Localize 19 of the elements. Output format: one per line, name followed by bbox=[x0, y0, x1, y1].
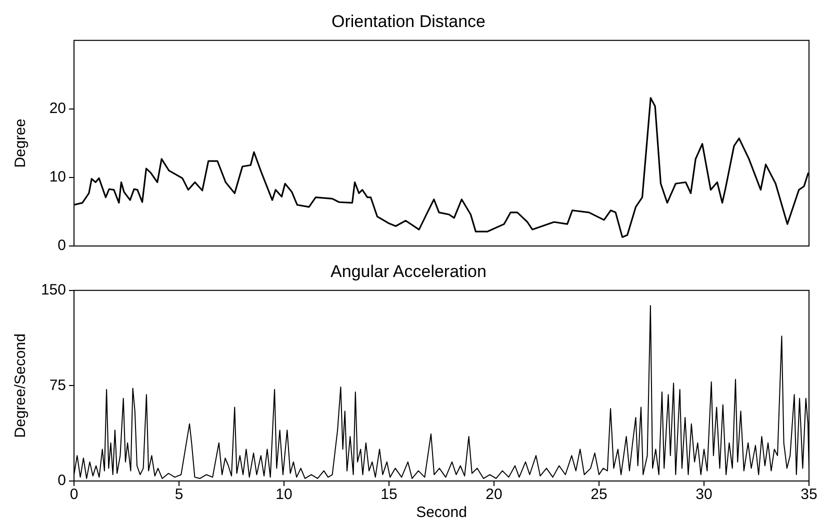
y-axis-title: Degree/Second bbox=[12, 334, 30, 438]
x-tick-label: 25 bbox=[590, 486, 608, 504]
x-axis-title: Second bbox=[416, 504, 467, 522]
y-tick-label: 10 bbox=[49, 168, 66, 186]
x-tick-label: 15 bbox=[380, 486, 398, 504]
y-tick-label: 20 bbox=[49, 100, 66, 118]
y-tick-label: 75 bbox=[49, 376, 66, 394]
y-tick-label: 150 bbox=[40, 282, 66, 299]
x-tick-label: 30 bbox=[696, 486, 712, 504]
chart-title: Orientation Distance bbox=[331, 12, 486, 31]
x-tick-label: 0 bbox=[70, 486, 78, 504]
y-axis-title: Degree bbox=[12, 118, 30, 168]
x-tick-label: 10 bbox=[276, 486, 292, 504]
chart-title: Angular Acceleration bbox=[330, 262, 486, 281]
y-tick-label: 0 bbox=[58, 237, 66, 254]
x-tick-label: 5 bbox=[174, 486, 184, 504]
y-tick-label: 0 bbox=[58, 472, 66, 490]
x-tick-label: 35 bbox=[800, 486, 818, 504]
x-tick-label: 20 bbox=[486, 486, 502, 504]
